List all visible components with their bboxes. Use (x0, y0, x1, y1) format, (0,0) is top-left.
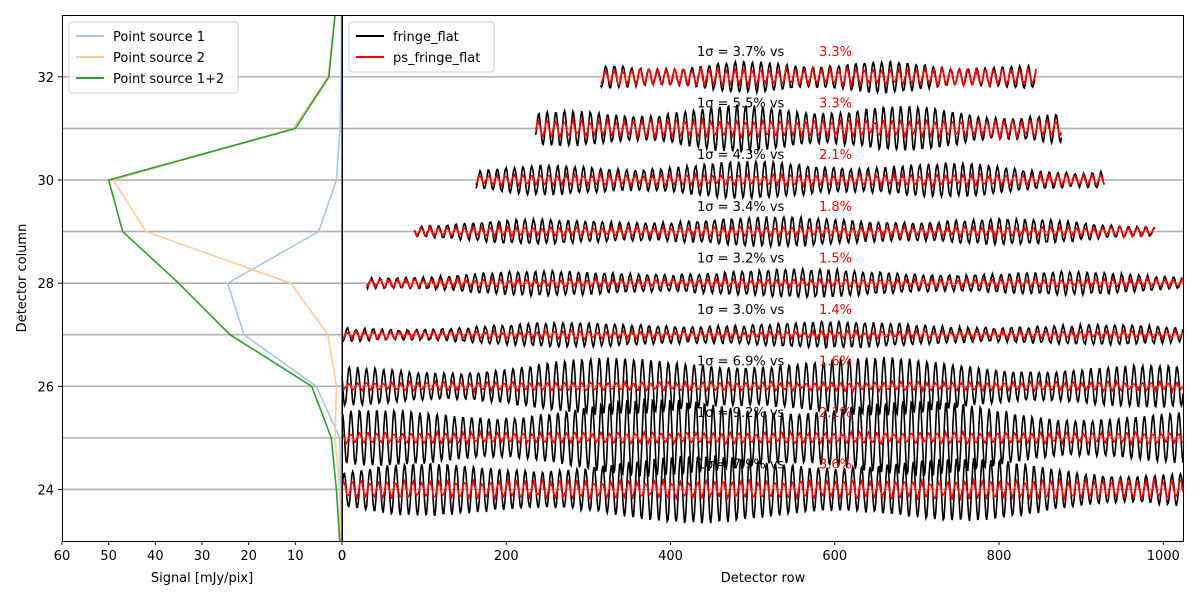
right-x-tick-label: 200 (494, 549, 519, 564)
right-x-axis-label: Detector row (721, 571, 806, 586)
legend-box (348, 21, 495, 73)
legend-label: fringe_flat (393, 30, 459, 45)
fringe-flat-trace-col-27 (341, 319, 1184, 350)
sigma-annotation: 1σ = 6.9% vs (697, 355, 785, 370)
sigma-annotation: 1σ = 7.9% vs (697, 458, 785, 473)
left-axes-frame (62, 15, 343, 542)
sigma-annotation-ps: 1.5% (819, 251, 852, 266)
sigma-annotation: 1σ = 5.5% vs (697, 97, 785, 112)
left-y-tick-label: 32 (37, 71, 54, 86)
fringe-flat-trace-col-30 (475, 158, 1105, 202)
fringe-panel: 1σ = 7.9% vs 3.6% 1σ = 9.2% vs 2.1% 1σ = 6.9… (338, 15, 1184, 586)
right-x-tick-label: 0 (338, 549, 346, 564)
left-x-tick-label: 0 (338, 549, 346, 564)
fringe-flat-trace-col-24 (341, 454, 1184, 524)
legend-box (68, 21, 239, 94)
ps-fringe-flat-trace-col-29 (413, 223, 1156, 241)
right-axes-frame (342, 15, 1184, 542)
left-y-ticks: 24 26 28 30 32 (37, 71, 62, 498)
right-x-ticks: 0 200 400 600 800 1000 (338, 541, 1180, 564)
ps-fringe-flat-trace-col-32 (600, 64, 1037, 89)
series-line-point-source-1 (226, 14, 343, 541)
left-y-tick-label: 26 (37, 380, 54, 395)
left-x-axis-label: Signal [mJy/pix] (151, 571, 253, 586)
right-x-tick-label: 600 (822, 549, 847, 564)
fringe-flat-trace-col-25 (341, 398, 1184, 478)
sigma-annotation: 1σ = 3.4% vs (697, 200, 785, 215)
sigma-annotation-ps: 3.3% (819, 45, 852, 60)
ps-fringe-flat-trace-col-30 (475, 170, 1105, 190)
sigma-annotation: 1σ = 4.3% vs (697, 148, 785, 163)
left-y-tick-label: 28 (37, 277, 54, 292)
ps-fringe-flat-trace-col-31 (535, 116, 1063, 142)
fringe-flat-trace-col-26 (341, 356, 1184, 418)
right-traces-group (341, 59, 1184, 524)
sigma-annotation: 1σ = 9.2% vs (697, 406, 785, 421)
left-x-tick-label: 20 (240, 549, 257, 564)
right-x-tick-label: 1000 (1147, 549, 1180, 564)
ps-fringe-flat-trace-col-25 (341, 428, 1184, 447)
right-legend: fringe_flat ps_fringe_flat (348, 21, 495, 73)
left-y-tick-label: 24 (37, 483, 54, 498)
left-grid (62, 76, 342, 491)
right-x-tick-label: 800 (987, 549, 1012, 564)
left-x-tick-label: 10 (287, 549, 304, 564)
sigma-annotation: 1σ = 3.2% vs (697, 251, 785, 266)
legend-label: Point source 2 (113, 51, 205, 66)
legend-label: ps_fringe_flat (393, 51, 480, 66)
sigma-annotation: 1σ = 3.7% vs (697, 45, 785, 60)
sigma-annotation-ps: 2.1% (819, 148, 852, 163)
left-x-tick-label: 50 (100, 549, 117, 564)
ps-fringe-flat-trace-col-26 (341, 378, 1184, 395)
ps-fringe-flat-trace-col-27 (341, 327, 1184, 343)
sigma-annotation-ps: 3.6% (819, 458, 852, 473)
left-x-tick-label: 60 (54, 549, 71, 564)
ps-fringe-flat-trace-col-28 (365, 275, 1184, 291)
left-x-tick-label: 30 (194, 549, 211, 564)
series-line-point-source-2 (112, 14, 342, 542)
right-annotations: 1σ = 7.9% vs 3.6% 1σ = 9.2% vs 2.1% 1σ = 6.9… (697, 45, 852, 473)
ps-fringe-flat-trace-col-24 (341, 476, 1184, 503)
legend-label: Point source 1 (113, 30, 205, 45)
series-line-point-source-3 (107, 14, 341, 542)
left-y-axis-label: Detector column (15, 224, 30, 333)
right-x-tick-label: 400 (658, 549, 683, 564)
left-x-ticks: 60 50 40 30 20 10 0 (54, 541, 346, 564)
sigma-annotation-ps: 1.6% (819, 355, 852, 370)
left-legend: Point source 1 Point source 2 Point source… (68, 21, 239, 94)
left-series-group (107, 14, 343, 542)
sigma-annotation-ps: 3.3% (819, 97, 852, 112)
legend-label: Point source 1+2 (113, 72, 224, 87)
sigma-annotation: 1σ = 3.0% vs (697, 303, 785, 318)
signal-panel: 60 50 40 30 20 10 0 24 26 28 30 32 Signal [mJy/pix… (15, 14, 346, 586)
left-x-tick-label: 40 (147, 549, 164, 564)
sigma-annotation-ps: 2.1% (819, 406, 852, 421)
sigma-annotation-ps: 1.4% (819, 303, 852, 318)
left-y-tick-label: 30 (37, 174, 54, 189)
sigma-annotation-ps: 1.8% (819, 200, 852, 215)
